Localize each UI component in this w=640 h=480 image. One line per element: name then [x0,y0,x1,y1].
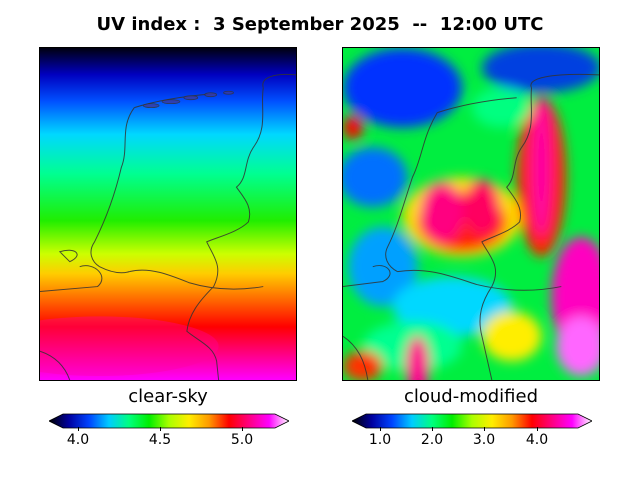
coastline-left [40,73,296,380]
tick-label: 3.0 [472,432,496,448]
tick-label: 4.5 [148,432,172,448]
tick-label: 1.0 [368,432,392,448]
tick-label: 2.0 [420,432,444,448]
chart-title: UV index : 3 September 2025 -- 12:00 UTC [96,14,544,35]
map-clear-sky [39,47,297,381]
tickmark [242,427,243,431]
tick-label: 5.0 [230,432,254,448]
tick-label: 4.0 [525,432,549,448]
tickmark [160,427,161,431]
map-cloud-modified [342,47,600,381]
colorbar-cloud-modified [352,413,592,429]
colorbar-clear-sky [49,413,289,429]
cloud-field-blobs [343,48,599,380]
tickmark [380,427,381,431]
islands-left [142,90,234,109]
tick-label: 4.0 [66,432,90,448]
tickmark [484,427,485,431]
tickmark [537,427,538,431]
coastline-right [343,73,599,380]
tickmark [78,427,79,431]
tickmark [432,427,433,431]
panel-label-cloud-modified: cloud-modified [403,386,539,407]
panel-label-clear-sky: clear-sky [128,386,208,407]
